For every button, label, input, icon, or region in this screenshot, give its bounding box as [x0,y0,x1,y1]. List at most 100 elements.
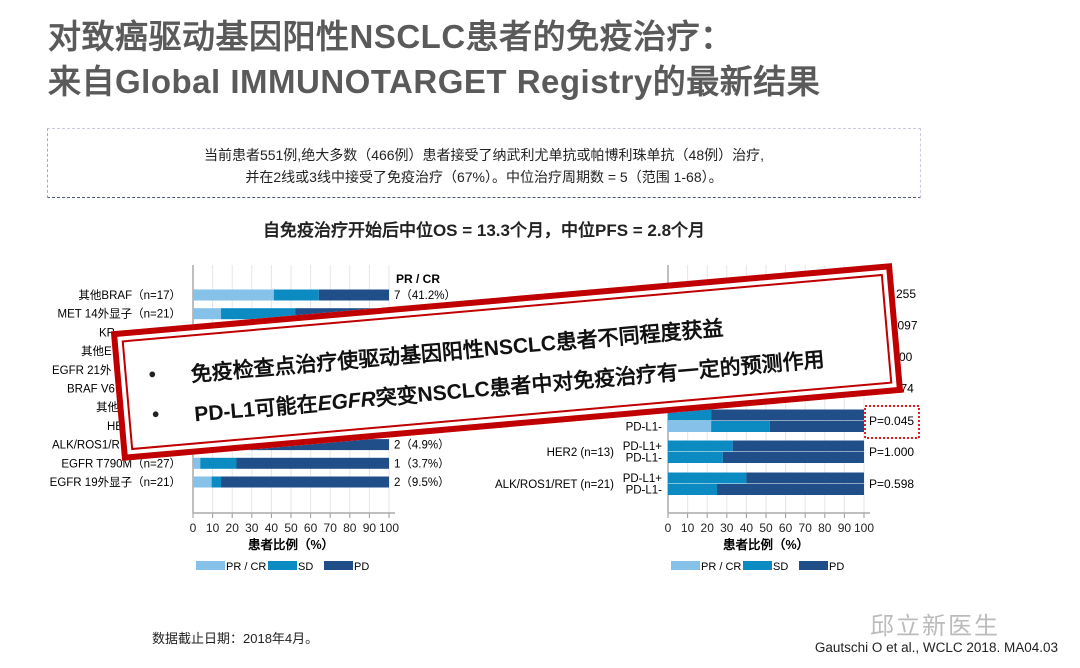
legend-swatch [324,561,353,570]
bar-sd [273,289,319,301]
x-tick-label: 30 [245,521,259,535]
x-axis-title: 患者比例（%） [723,537,809,552]
bar-sd [668,452,723,463]
x-tick-label: 60 [304,521,318,535]
bar-pd [236,457,389,469]
x-tick-label: 90 [838,521,852,535]
legend-label: SD [298,561,313,573]
group-label: HER2 (n=13) [547,447,615,459]
p-value: 097 [898,319,918,333]
bar-sd [211,476,222,488]
group-label: ALK/ROS1/RET (n=21) [495,479,614,491]
p-value: 255 [896,287,916,301]
pdl1-label: PD-L1+ [623,441,663,453]
x-tick-label: 70 [799,521,813,535]
row-annotation: 7（41.2%） [394,289,456,302]
p-value: 74 [901,382,915,396]
bar-pr-cr [668,421,712,432]
pdl1-label: PD-L1+ [623,473,663,485]
x-tick-label: 0 [665,521,672,535]
bar-pr-cr [193,457,201,469]
row-annotation: 1（3.7%） [394,457,450,470]
bar-pr-cr [193,476,212,488]
legend-swatch [743,561,772,570]
bar-pd [717,484,864,495]
bar-pd [769,421,864,432]
bar-pd [722,452,864,463]
x-tick-label: 50 [284,521,298,535]
legend-label: PR / CR [701,561,741,573]
legend-label: PD [829,561,844,573]
row-label: 其他E [81,345,112,358]
legend-label: PD [354,561,369,573]
x-tick-label: 70 [324,521,338,535]
row-annotation: 2（9.5%） [394,476,450,489]
x-tick-label: 40 [740,521,754,535]
legend-swatch [671,561,700,570]
row-label: EGFR 21外 [52,364,112,377]
legend-swatch [268,561,297,570]
x-tick-label: 80 [343,521,357,535]
title-line2: 来自Global IMMUNOTARGET Registry的最新结果 [48,63,821,100]
row-label: MET 14外显子（n=21） [58,308,181,321]
x-tick-label: 100 [854,521,874,535]
x-tick-label: 100 [379,521,399,535]
summary-line2: 并在2线或3线中接受了免疫治疗（67%）。中位治疗周期数 = 5（范围 1-68… [245,169,723,185]
legend-label: PR / CR [226,561,266,573]
x-tick-label: 0 [190,521,197,535]
legend-swatch [799,561,828,570]
bar-sd [668,484,717,495]
headline: 自免疫治疗开始后中位OS = 13.3个月，中位PFS = 2.8个月 [262,221,706,240]
p-value-highlight [864,405,920,439]
conclusion-2-b: EGFR [316,387,377,416]
p-value: P=0.045 [869,414,914,428]
bar-pd [732,440,864,452]
row-label: EGFR 19外显子（n=21） [50,476,181,489]
bar-sd [668,472,747,484]
x-tick-label: 20 [701,521,715,535]
bar-sd [221,308,296,320]
x-tick-label: 10 [681,521,695,535]
bar-sd [200,457,237,469]
row-label: 其他BRAF（n=17） [78,289,181,302]
row-annotation: 2（4.9%） [394,439,450,452]
title-line1: 对致癌驱动基因阳性NSCLC患者的免疫治疗： [48,18,734,55]
bar-pd [711,409,864,421]
p-value: 00 [899,350,913,364]
bar-sd [668,440,733,452]
pdl1-label: PD-L1- [626,422,663,434]
bullet: • [147,363,157,387]
data-cutoff: 数据截止日期：2018年4月。 [152,631,319,646]
summary-line1: 当前患者551例,绝大多数（466例）患者接受了纳武利尤单抗或帕博利珠单抗（48… [203,147,765,163]
value-header: PR / CR [396,272,440,286]
x-tick-label: 90 [363,521,377,535]
row-label: BRAF V6 [67,384,115,396]
x-tick-label: 30 [720,521,734,535]
citation: Gautschi O et al., WCLC 2018. MA04.03 [814,640,1058,655]
bar-pd [318,289,389,301]
x-tick-label: 20 [226,521,240,535]
row-label: EGFR T790M（n=27） [61,457,181,470]
pdl1-label: PD-L1- [626,485,663,497]
p-value: P=0.598 [869,477,914,491]
bar-pd [221,476,389,488]
x-tick-label: 50 [759,521,773,535]
bullet: • [151,403,161,427]
conclusion-2-a: PD-L1可能在 [193,392,319,427]
bar-pd [241,439,389,451]
p-value: P=1.000 [869,445,914,459]
bar-sd [711,421,770,432]
watermark: 邱立新医生 [870,613,1000,640]
legend-label: SD [773,561,788,573]
bar-sd [668,409,712,421]
bar-pr-cr [193,308,222,320]
pdl1-label: PD-L1- [626,453,663,465]
x-axis-title: 患者比例（%） [248,537,334,552]
row-label: 其他 [96,401,119,414]
bar-pr-cr [193,289,274,301]
x-tick-label: 80 [818,521,832,535]
x-tick-label: 10 [206,521,220,535]
x-tick-label: 60 [779,521,793,535]
row-label: ALK/ROS1/R [52,440,120,452]
